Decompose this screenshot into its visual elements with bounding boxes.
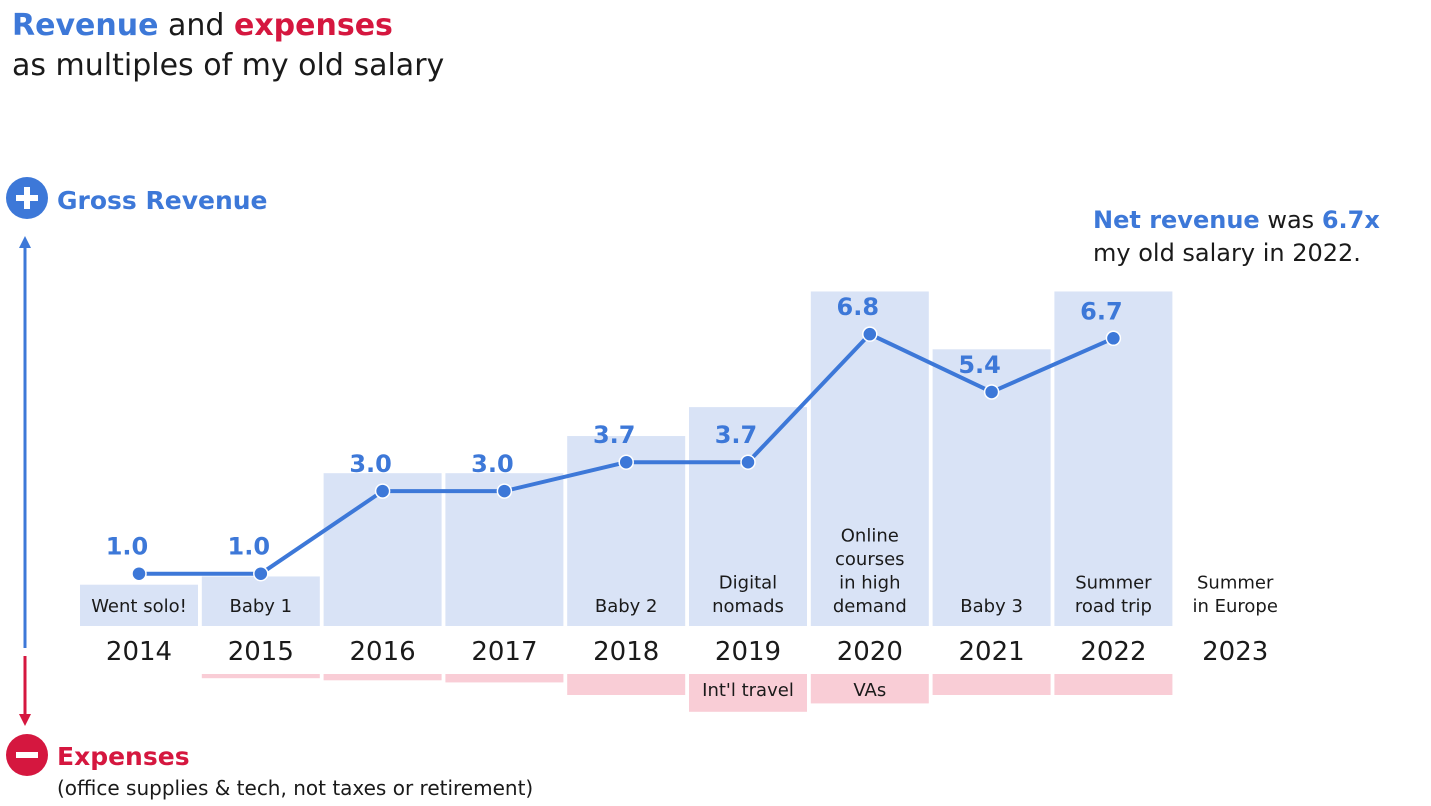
net-revenue-point-2022 [1105, 330, 1122, 347]
title-revenue-word: Revenue [12, 8, 159, 43]
year-label-2022: 2022 [1080, 637, 1146, 667]
year-label-2023: 2023 [1202, 637, 1268, 667]
net-revenue-line [131, 326, 1122, 582]
year-note-2019-1: nomads [712, 596, 784, 617]
gross-revenue-label: Gross Revenue [57, 186, 268, 215]
expenses-sublabel: (office supplies & tech, not taxes or re… [57, 776, 533, 800]
net-revenue-point-2016 [374, 483, 391, 499]
expense-note-2020: VAs [853, 680, 886, 701]
expense-bar-2021 [932, 674, 1051, 695]
expense-bar-2022 [1054, 674, 1173, 695]
callout-net-revenue: Net revenue [1093, 206, 1260, 234]
net-revenue-point-2021 [983, 384, 1000, 400]
expense-bar-2016 [323, 674, 442, 681]
expense-bar-2018 [567, 674, 686, 695]
year-note-2022-0: Summer [1075, 573, 1152, 594]
expense-arrow-head [19, 714, 31, 726]
expense-bar-2015 [201, 674, 320, 679]
year-note-2018-0: Baby 2 [595, 596, 658, 617]
revenue-arrow-head [19, 236, 31, 248]
value-label-2016: 3.0 [349, 450, 392, 478]
value-label-2017: 3.0 [471, 450, 514, 478]
title-expenses-word: expenses [233, 8, 393, 43]
year-label-2020: 2020 [837, 637, 903, 667]
expense-bar-2019 [689, 674, 807, 712]
vertical-axis [19, 236, 31, 726]
year-note-2021-0: Baby 3 [960, 596, 1023, 617]
revenue-bars [80, 291, 1173, 626]
year-label-2014: 2014 [106, 637, 172, 667]
year-note-2020-2: in high [839, 573, 900, 594]
minus-icon-h [16, 752, 38, 758]
plus-icon-v [24, 187, 30, 209]
year-label-2015: 2015 [228, 637, 294, 667]
callout-value: 6.7x [1322, 206, 1381, 234]
expenses-label: Expenses [57, 742, 190, 771]
year-note-2023-0: Summer [1197, 573, 1274, 594]
net-revenue-point-2014 [131, 565, 147, 582]
revenue-bar-2022 [1054, 291, 1173, 626]
value-label-2020: 6.8 [837, 293, 880, 321]
year-label-2019: 2019 [715, 637, 781, 667]
net-revenue-callout: Net revenue was 6.7x my old salary in 20… [1093, 206, 1380, 267]
year-note-2014-0: Went solo! [91, 596, 187, 617]
minus-icon [6, 734, 48, 776]
chart-title: Revenue and expenses as multiples of my … [12, 6, 444, 86]
net-revenue-point-2020 [862, 326, 878, 342]
value-label-2018: 3.7 [593, 421, 636, 449]
revenue-bar-2019 [689, 407, 807, 626]
year-note-2020-1: courses [835, 549, 905, 570]
revenue-bar-2020 [810, 291, 929, 626]
year-label-2021: 2021 [959, 637, 1025, 667]
year-label-2016: 2016 [350, 637, 416, 667]
year-note-2023-1: in Europe [1192, 596, 1277, 617]
callout-was: was [1267, 206, 1314, 234]
value-label-2021: 5.4 [958, 351, 1001, 379]
year-label-2018: 2018 [593, 637, 659, 667]
year-labels: 2014 2015 2016 2017 2018 2019 2020 2021 2022 2023 [106, 637, 1268, 667]
expense-bar-2020 [810, 674, 929, 704]
value-label-2022: 6.7 [1080, 297, 1123, 325]
value-labels: 1.0 1.0 3.0 3.0 3.7 3.7 6.8 5.4 6.7 [106, 293, 1123, 561]
title-line-2: as multiples of my old salary [12, 48, 445, 83]
expense-bars: Int'l travel VAs [201, 674, 1173, 712]
net-revenue-point-2019 [740, 454, 756, 470]
year-note-2019-0: Digital [719, 573, 777, 594]
value-label-2019: 3.7 [715, 421, 758, 449]
year-note-2015-0: Baby 1 [229, 596, 292, 617]
plus-icon [6, 177, 48, 219]
expense-bar-2017 [445, 674, 564, 683]
net-revenue-point-2018 [618, 454, 634, 470]
year-note-2020-3: demand [833, 596, 907, 617]
year-label-2017: 2017 [471, 637, 537, 667]
net-revenue-point-2017 [496, 483, 513, 499]
value-label-2014: 1.0 [106, 533, 149, 561]
net-revenue-point-2015 [253, 565, 269, 582]
callout-line-1: Net revenue was 6.7x [1093, 206, 1380, 234]
revenue-bar-2015 [201, 576, 320, 626]
value-label-2015: 1.0 [228, 533, 271, 561]
year-note-2022-1: road trip [1075, 596, 1152, 617]
revenue-bar-2014 [80, 584, 198, 626]
callout-line-2: my old salary in 2022. [1093, 239, 1361, 267]
year-note-2020-0: Online [841, 526, 899, 547]
expense-note-2019: Int'l travel [702, 680, 794, 701]
title-and-word: and [167, 8, 225, 43]
title-line-1: Revenue and expenses [12, 6, 444, 46]
